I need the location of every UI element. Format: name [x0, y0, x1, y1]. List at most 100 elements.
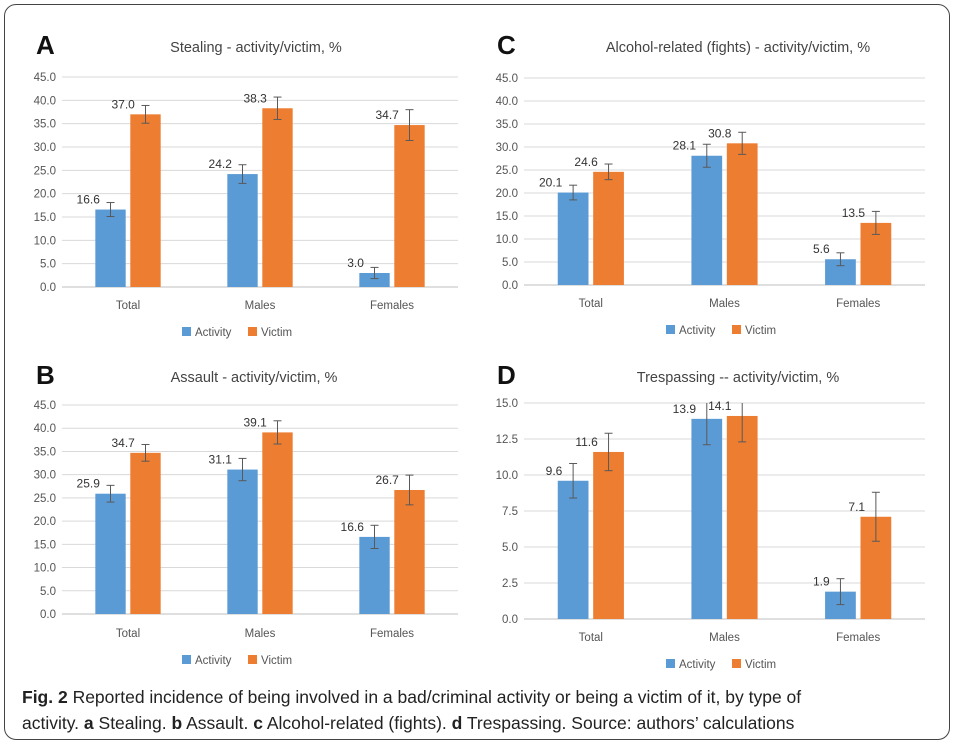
panel-d-data-label: 14.1 — [708, 399, 732, 413]
panel-b-data-label: 39.1 — [244, 415, 268, 429]
panel-a-data-label: 37.0 — [112, 97, 136, 111]
panel-c-ytick-label: 5.0 — [502, 257, 518, 269]
panel-b-bar-victim-females — [394, 489, 425, 614]
panel-c-ytick-label: 20.0 — [496, 188, 518, 200]
caption-d-text: Trespassing. Source: authors’ calculatio… — [462, 713, 795, 733]
panel-b-legend-label: Activity — [195, 655, 232, 667]
panel-a-letter: A — [36, 30, 55, 60]
panel-a-data-label: 38.3 — [244, 91, 268, 105]
panel-b-data-label: 16.6 — [341, 520, 365, 534]
panel-c-ytick-label: 10.0 — [496, 234, 518, 246]
panel-c-title: Alcohol-related (fights) - activity/vict… — [606, 40, 870, 56]
panel-b-bar-activity-females — [359, 536, 390, 614]
panel-a-ytick-label: 25.0 — [34, 165, 56, 177]
panel-d-ytick-label: 15.0 — [496, 398, 518, 410]
panel-c-data-label: 28.1 — [673, 139, 697, 153]
panel-d-legend-swatch — [732, 659, 741, 668]
panel-d-ytick-label: 0.0 — [502, 614, 518, 626]
panel-a-data-label: 24.2 — [209, 157, 233, 171]
panel-c-ytick-label: 30.0 — [496, 142, 518, 154]
panel-d-category-label: Total — [579, 632, 603, 644]
panel-c-ytick-label: 15.0 — [496, 211, 518, 223]
panel-b-data-label: 34.7 — [112, 436, 136, 450]
panel-d-legend-swatch — [666, 659, 675, 668]
panel-a-ytick-label: 0.0 — [40, 282, 56, 294]
panel-a-ytick-label: 15.0 — [34, 212, 56, 224]
panel-a-data-label: 16.6 — [77, 193, 101, 207]
panel-c-legend-swatch — [666, 325, 675, 334]
panel-c-bar-activity-males — [691, 155, 723, 285]
panel-a-bar-victim-total — [130, 114, 161, 287]
panel-b-bar-victim-males — [262, 432, 293, 614]
panel-d-data-label: 1.9 — [813, 575, 830, 589]
caption-c: c — [253, 713, 263, 733]
panel-c-data-label: 24.6 — [574, 155, 598, 169]
panel-b-ytick-label: 25.0 — [34, 493, 56, 505]
caption-d: d — [451, 713, 463, 733]
panel-c-bar-victim-total — [593, 171, 624, 285]
panel-b-legend-swatch — [248, 655, 257, 664]
panel-d-bar-victim-total — [593, 451, 624, 619]
caption-b-text: Assault. — [182, 713, 254, 733]
panel-a-legend-swatch — [248, 327, 257, 336]
panel-c-category-label: Males — [709, 298, 740, 310]
panel-d-data-label: 11.6 — [575, 435, 598, 449]
panel-d-data-label: 13.9 — [673, 402, 697, 416]
panel-b-ytick-label: 30.0 — [34, 470, 56, 482]
panel-c-bar-victim-males — [726, 143, 758, 285]
panel-b-letter: B — [36, 360, 55, 390]
panel-d-ytick-label: 12.5 — [496, 434, 518, 446]
figure-frame — [4, 4, 950, 740]
panel-c-ytick-label: 35.0 — [496, 119, 518, 131]
panel-a-ytick-label: 45.0 — [34, 72, 56, 84]
panel-d-data-label: 7.1 — [848, 500, 865, 514]
panel-a-bar-victim-males — [262, 108, 293, 288]
panel-d-letter: D — [497, 360, 516, 390]
panel-d-ytick-label: 7.5 — [502, 506, 518, 518]
caption-fig-label: Fig. 2 — [22, 687, 68, 707]
panel-b-bar-victim-total — [130, 452, 161, 614]
panel-d-ytick-label: 2.5 — [502, 578, 518, 590]
panel-c-bar-activity-total — [557, 192, 589, 285]
figure-caption: Fig. 2 Reported incidence of being invol… — [22, 684, 932, 736]
panel-c-data-label: 20.1 — [539, 176, 563, 190]
panel-b-data-label: 26.7 — [376, 473, 400, 487]
panel-b-ytick-label: 15.0 — [34, 539, 56, 551]
panel-b-category-label: Total — [116, 628, 140, 640]
panel-d-ytick-label: 5.0 — [502, 542, 518, 554]
panel-a-ytick-label: 40.0 — [34, 95, 56, 107]
panel-d-legend-label: Activity — [679, 659, 716, 671]
panel-a-bar-activity-females — [359, 273, 390, 287]
panel-b-title: Assault - activity/victim, % — [171, 370, 338, 386]
panel-a-legend-label: Activity — [195, 327, 232, 339]
panel-b-legend-label: Victim — [261, 655, 292, 667]
panel-d-title: Trespassing -- activity/victim, % — [637, 370, 840, 386]
panel-b-ytick-label: 20.0 — [34, 516, 56, 528]
panel-d-legend-label: Victim — [745, 659, 776, 671]
panel-d-data-label: 9.6 — [546, 464, 563, 478]
caption-a-text: Stealing. — [93, 713, 172, 733]
panel-a-category-label: Total — [116, 300, 140, 312]
panel-a-category-label: Females — [370, 300, 414, 312]
panel-b-legend-swatch — [182, 655, 191, 664]
panel-c-legend-label: Activity — [679, 325, 716, 337]
panel-d-category-label: Males — [709, 632, 740, 644]
panel-d-bar-activity-total — [557, 480, 589, 619]
panel-a-ytick-label: 20.0 — [34, 189, 56, 201]
panel-a-ytick-label: 30.0 — [34, 142, 56, 154]
panel-b-data-label: 31.1 — [209, 453, 233, 467]
caption-c-text: Alcohol-related (fights). — [262, 713, 452, 733]
panel-a-ytick-label: 10.0 — [34, 235, 56, 247]
panel-a-ytick-label: 5.0 — [40, 259, 56, 271]
caption-line1: Reported incidence of being involved in … — [67, 687, 802, 707]
panel-b-bar-activity-total — [95, 493, 126, 614]
panel-a-data-label: 34.7 — [376, 108, 400, 122]
panel-a-category-label: Males — [245, 300, 276, 312]
panel-c-letter: C — [497, 30, 516, 60]
panel-a-legend-label: Victim — [261, 327, 292, 339]
panel-a-bar-activity-males — [227, 174, 258, 287]
panel-b-data-label: 25.9 — [77, 477, 101, 491]
panel-c-ytick-label: 40.0 — [496, 96, 518, 108]
panel-c-category-label: Total — [579, 298, 603, 310]
panel-a-bar-activity-total — [95, 209, 126, 287]
